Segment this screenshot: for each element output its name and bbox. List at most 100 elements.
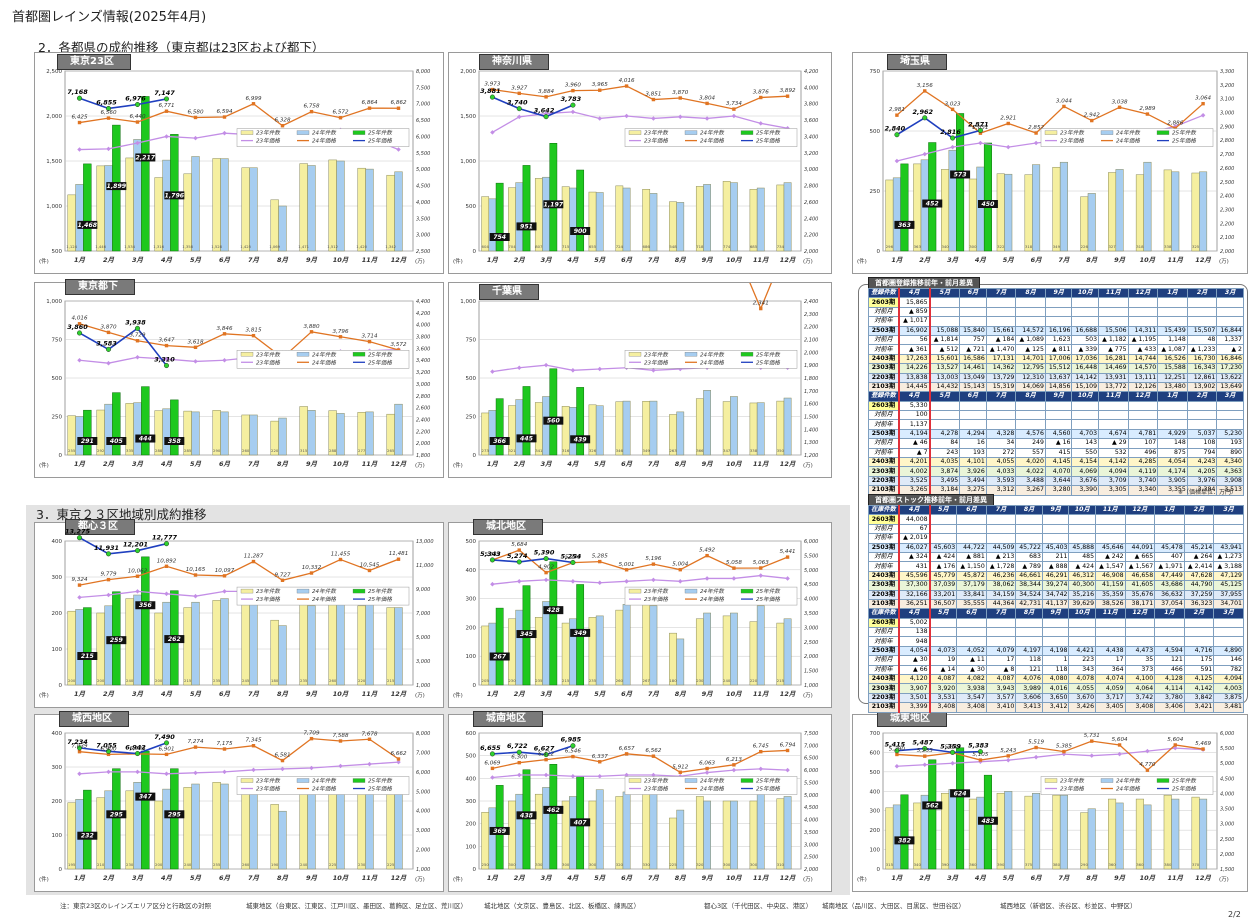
bar25-data-label: 382 — [898, 837, 911, 844]
bar25-bar — [522, 165, 531, 252]
table-cell — [1098, 297, 1129, 308]
x-tick-label: 4月 — [567, 874, 579, 882]
table-header-cell: 12月 — [1124, 608, 1156, 619]
chart-svg: 01002003004001,0002,0003,0004,0005,0006,… — [39, 731, 430, 883]
table-cell — [1071, 306, 1100, 318]
table-cell — [1154, 523, 1185, 535]
y-tick-label: 250 — [466, 415, 477, 421]
table-cell: 37,054 — [1154, 598, 1185, 610]
bar23-data-label: 340 — [914, 862, 922, 867]
y-tick-label: 1,000 — [46, 204, 62, 210]
line23-point — [490, 130, 495, 135]
line24-data-label: 5,290 — [889, 746, 905, 752]
table-row: 2203期 3,501 3,531 3,547 3,577 3,606 3,650 3,670… — [867, 692, 1244, 704]
table-cell: ▲ 16 — [1044, 438, 1073, 449]
table-cell: 121 — [1015, 664, 1043, 676]
table-cell: 46,291 — [1041, 570, 1070, 582]
y2-tick-label: 3,500 — [804, 611, 818, 617]
table-cell — [929, 410, 961, 421]
line24-point — [1034, 131, 1038, 135]
line23-point — [490, 775, 495, 780]
table-cell: 45,646 — [1095, 542, 1126, 553]
table-cell: 364 — [1095, 664, 1126, 676]
table-cell: 56 — [897, 334, 931, 346]
table-row: 2503期 4,194 4,278 4,294 4,328 4,576 4,560 4,703… — [867, 428, 1244, 440]
bar23-data-label: 225 — [669, 862, 677, 867]
table-cell — [1154, 617, 1185, 629]
legend-label: 25年価格 — [368, 138, 392, 145]
bar23-bar — [615, 796, 624, 870]
y2-tick-label: 2,900 — [1220, 124, 1234, 130]
bar23-bar — [183, 607, 192, 686]
table-cell: 4,703 — [1071, 428, 1100, 440]
table-cell: ▲ 361 — [897, 344, 931, 355]
table-header-row: 在庫件数 4月 5月 6月 7月 8月 9月 10月 11月 12月 1月 2月 3月 — [867, 504, 1244, 516]
bar24-bar — [307, 410, 316, 456]
line24-data-label: 6,900 — [100, 746, 116, 752]
table-cell: 100 — [897, 410, 931, 421]
y-tick-label: 1,000 — [460, 159, 476, 165]
bar23-data-label: 285 — [184, 448, 192, 453]
legend-label: 25年件数 — [756, 351, 781, 358]
table-cell: 16,846 — [1216, 353, 1244, 365]
y-tick-label: 300 — [52, 575, 63, 581]
line24-point — [135, 339, 140, 343]
bar24-bar — [133, 402, 142, 456]
y2-tick-label: 6,500 — [416, 118, 430, 124]
line24-point — [759, 306, 763, 311]
table-cell: 46,236 — [985, 570, 1017, 582]
bar24-bar — [783, 397, 792, 456]
line24-point — [732, 566, 736, 570]
table-cell — [985, 419, 1017, 430]
bar23-data-label: 235 — [589, 678, 597, 683]
legend-swatch — [1100, 778, 1114, 783]
table-cell: 12,861 — [1186, 372, 1218, 383]
table-cell: 15,840 — [959, 325, 987, 336]
table-cell — [1157, 297, 1188, 308]
line24-point — [164, 564, 169, 568]
table-cell: 対前月 — [867, 334, 900, 346]
x-tick-label: 3月 — [947, 256, 959, 264]
legend-swatch — [684, 352, 698, 357]
line25-point — [105, 105, 111, 111]
bar23-data-label: 1,069 — [269, 244, 280, 249]
table-cell: 3,408 — [1124, 702, 1156, 713]
line24-point — [923, 754, 927, 758]
table-cell: 2403期 — [867, 457, 900, 468]
table-cell: ▲ 7 — [897, 447, 931, 459]
bar24-bar — [365, 793, 374, 870]
table-cell: ▲ 1,233 — [1186, 344, 1218, 355]
table-cell: 42,731 — [1015, 598, 1043, 610]
table-header-cell: 8月 — [1015, 608, 1043, 619]
legend-label: 23年件数 — [256, 588, 281, 595]
line23-point — [624, 579, 629, 584]
bar23-bar — [67, 802, 76, 870]
legend-label: 24年価格 — [700, 786, 724, 793]
footnote-johoku: 城北地区（文京区、豊島区、北区、板橋区、練馬区） — [484, 902, 640, 910]
table-cell — [1124, 627, 1156, 638]
y2-tick-label: 3,400 — [804, 134, 818, 140]
x-tick-label: 6月 — [1031, 256, 1043, 264]
line25-series-line — [896, 747, 981, 754]
line25-point — [489, 557, 495, 563]
table-cell: 485 — [1068, 551, 1097, 563]
table-cell: 3,644 — [1044, 475, 1073, 487]
legend-label: 25年件数 — [756, 778, 781, 785]
bar25-bar — [522, 769, 531, 870]
bar23-bar — [561, 186, 570, 252]
line23-point — [1172, 745, 1178, 751]
legend-label: 24年価格 — [312, 138, 336, 145]
table-cell — [985, 514, 1017, 525]
x-tick-label: 4月 — [161, 690, 173, 698]
table-header-cell: 7月 — [985, 504, 1017, 516]
line24-point — [338, 335, 343, 339]
table-cell: 33,841 — [956, 589, 987, 600]
line25-data-label: 7,055 — [96, 741, 117, 749]
line25-point — [489, 751, 495, 757]
line25-point — [134, 325, 140, 331]
x-tick-label: 7月 — [648, 460, 660, 468]
line25-series-line — [896, 116, 981, 139]
table-cell: 43,686 — [1154, 580, 1185, 591]
bar25-label-box — [977, 200, 998, 208]
table-cell: 対前月 — [867, 523, 900, 535]
